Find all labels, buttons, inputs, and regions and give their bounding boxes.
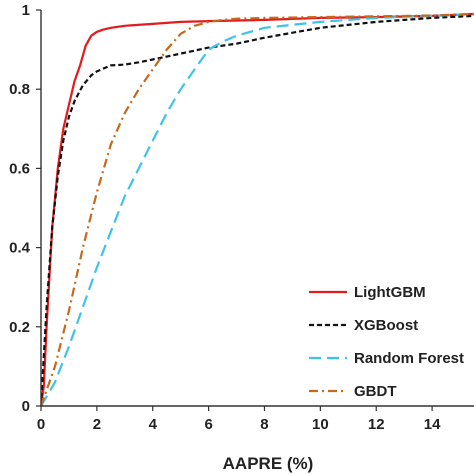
axes-layer bbox=[40, 10, 474, 407]
series-layer bbox=[41, 12, 474, 407]
series-line-random-forest bbox=[41, 12, 474, 407]
legend-label-gbdt: GBDT bbox=[354, 383, 397, 400]
x-tick-label: 0 bbox=[37, 416, 45, 433]
x-tick-label: 12 bbox=[368, 416, 385, 433]
series-line-xgboost bbox=[41, 14, 474, 407]
x-tick-label: 10 bbox=[312, 416, 329, 433]
series-line-lightgbm bbox=[41, 12, 474, 407]
y-tick-label: 0.8 bbox=[9, 81, 30, 98]
y-tick-label: 0.2 bbox=[9, 319, 30, 336]
legend-label-lightgbm: LightGBM bbox=[354, 284, 426, 301]
y-tick-label: 0.6 bbox=[9, 160, 30, 177]
x-tick-label: 8 bbox=[260, 416, 268, 433]
legend-label-xgboost: XGBoost bbox=[354, 317, 418, 334]
x-tick-label: 14 bbox=[424, 416, 441, 433]
x-axis-title: AAPRE (%) bbox=[223, 454, 314, 473]
legend-label-random-forest: Random Forest bbox=[354, 350, 464, 367]
x-tick-label: 2 bbox=[93, 416, 101, 433]
y-tick-label: 0.4 bbox=[9, 240, 31, 257]
y-tick-label: 0 bbox=[22, 398, 30, 415]
x-tick-label: 6 bbox=[204, 416, 212, 433]
series-line-gbdt bbox=[41, 12, 474, 407]
ticks-layer: 0 2 4 6 8 10 12 14 0 0.2 0.4 0.6 0.8 1 bbox=[9, 2, 441, 433]
y-tick-label: 1 bbox=[22, 2, 30, 19]
legend: LightGBM XGBoost Random Forest GBDT bbox=[309, 284, 464, 400]
x-tick-label: 4 bbox=[149, 416, 158, 433]
